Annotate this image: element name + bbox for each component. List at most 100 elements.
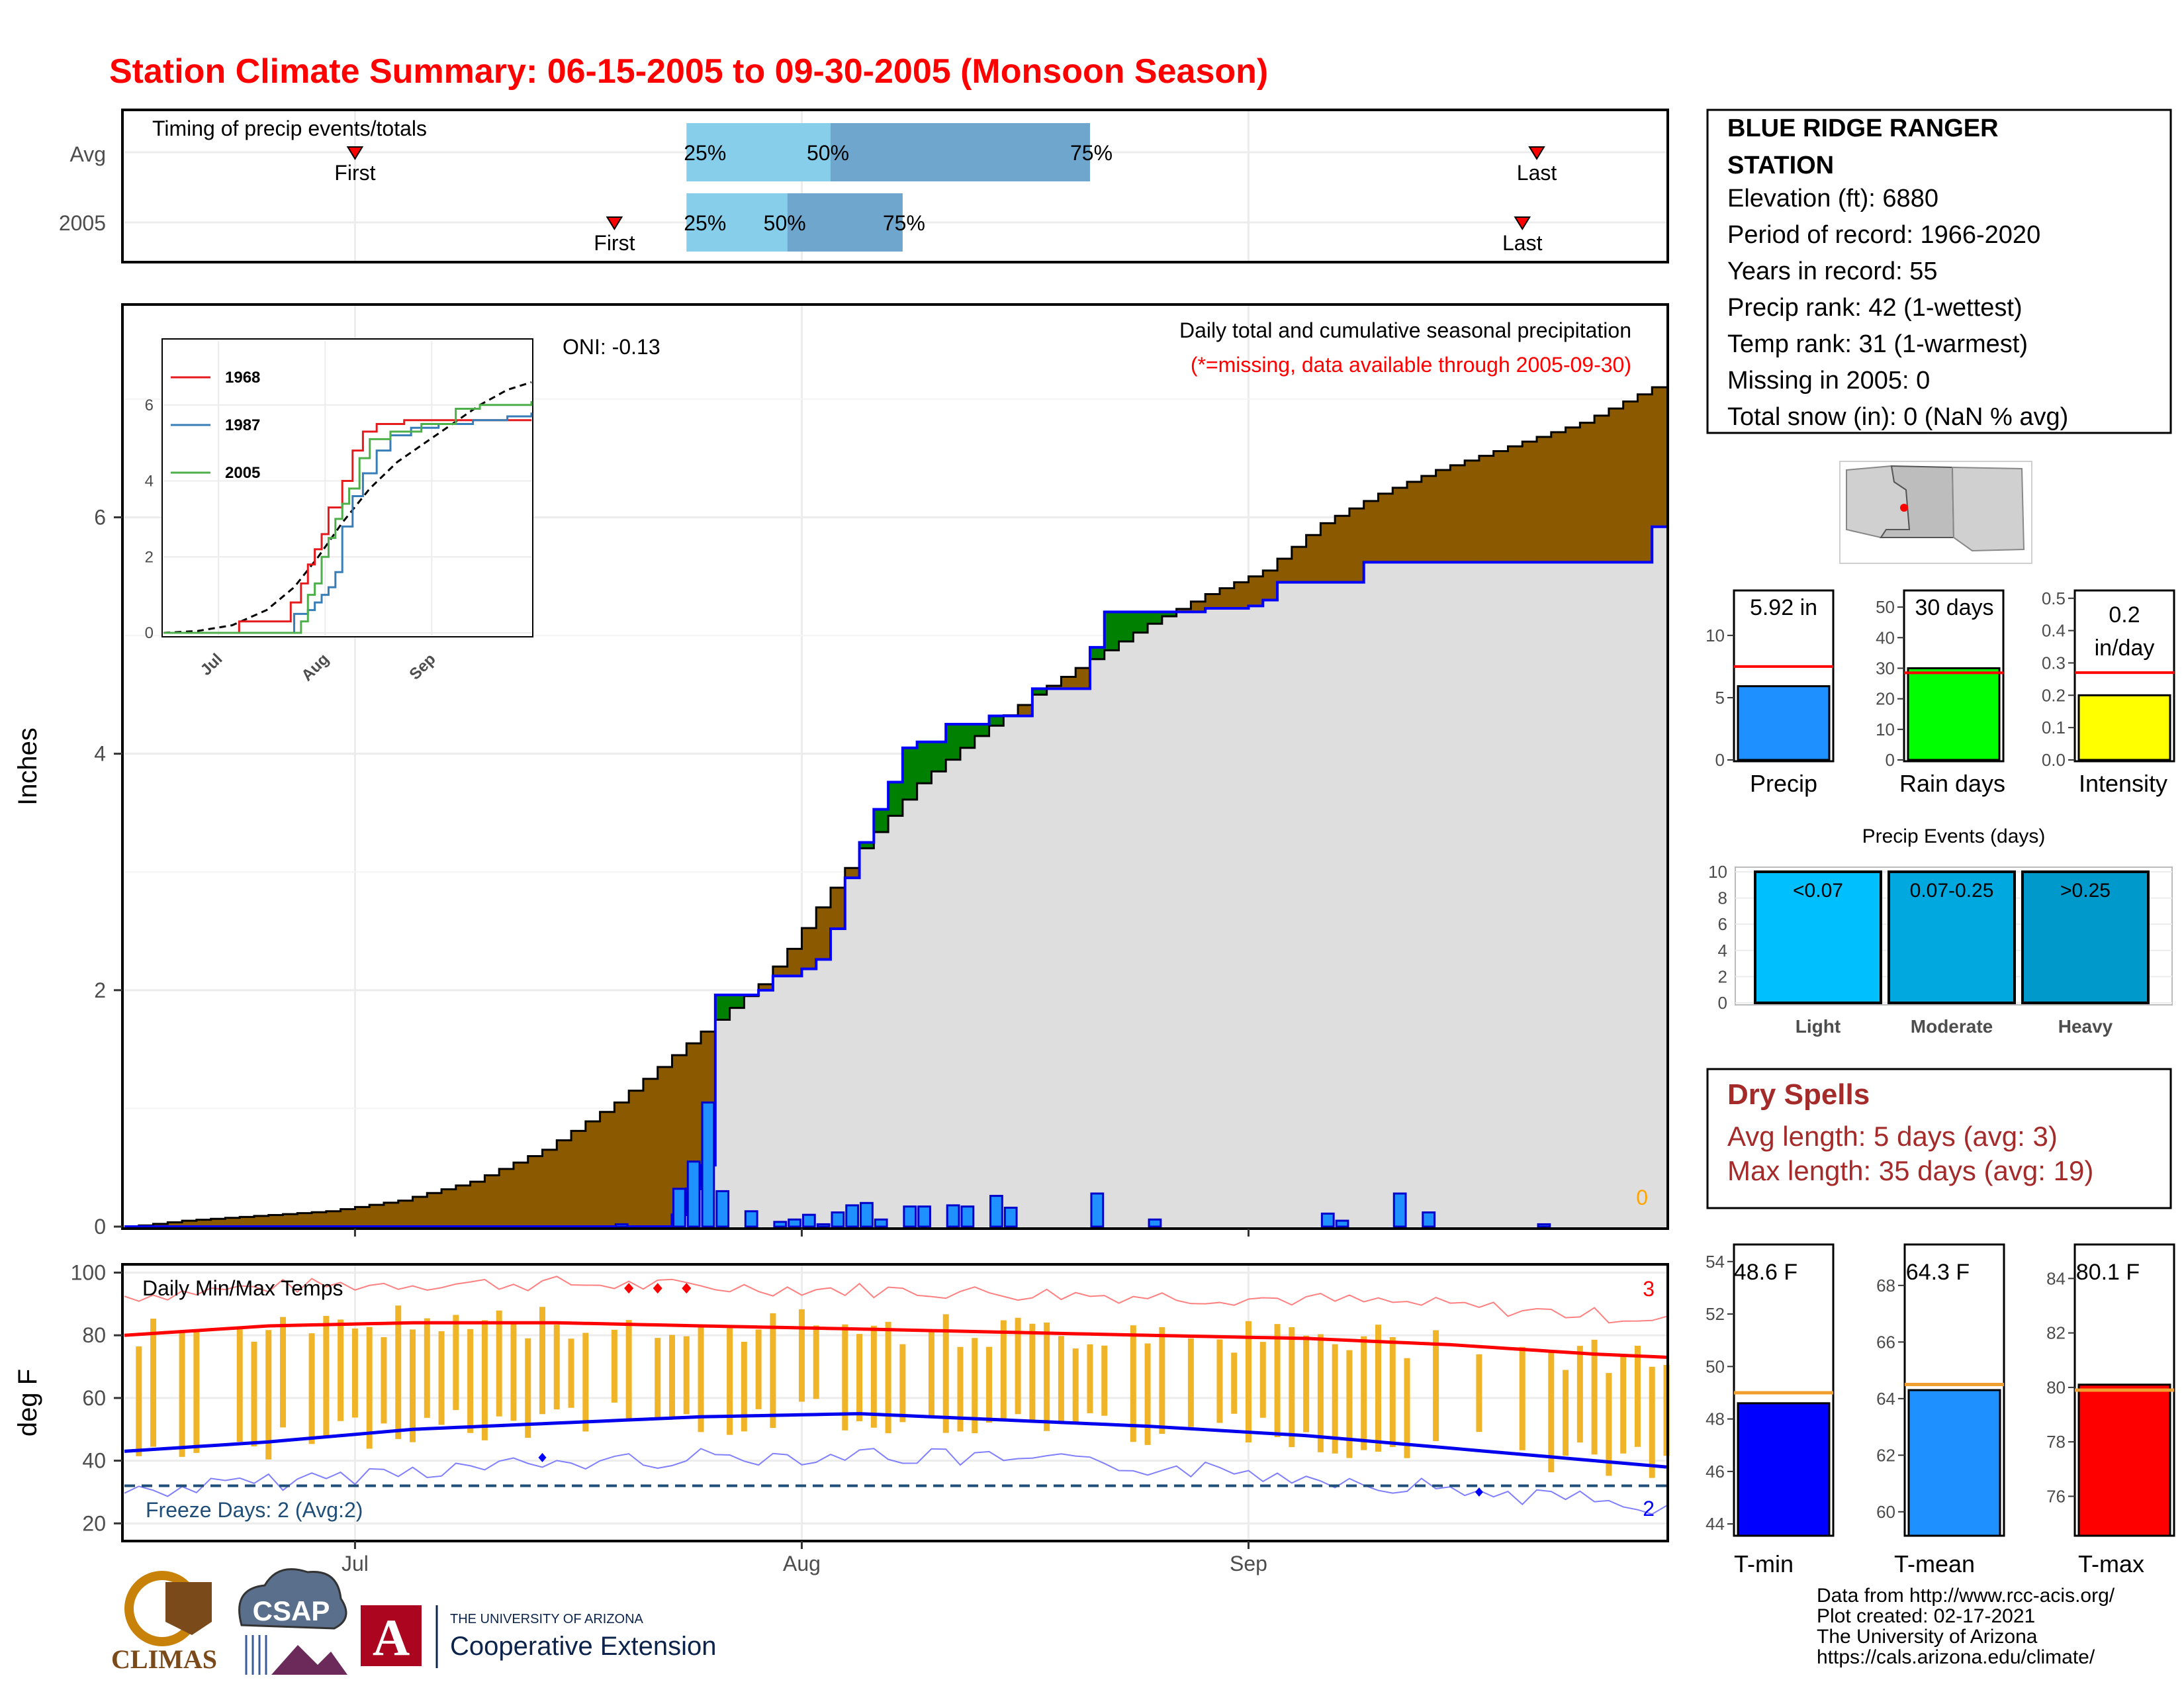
deficit-bin — [1018, 704, 1033, 716]
daily-precip-bar — [1003, 1206, 1018, 1228]
daily-precip-bar — [917, 1205, 931, 1228]
tmin-bar — [1737, 1402, 1831, 1537]
deficit-bin — [831, 888, 846, 929]
last-label: Last — [1502, 231, 1543, 255]
first-marker-icon — [606, 216, 623, 230]
deficit-bin — [484, 1175, 500, 1227]
precip-daily-bars — [614, 1101, 1551, 1228]
cumulative-base-bin — [1263, 600, 1278, 1227]
deficit-bin — [1263, 570, 1278, 600]
cumulative-base-bin — [1161, 616, 1177, 1227]
cumulative-base-bin — [1104, 650, 1120, 1227]
precip-stat-ytick: 10 — [1706, 626, 1725, 645]
ua-small-text: THE UNIVERSITY OF ARIZONA — [450, 1612, 644, 1626]
precip-frame — [121, 303, 1669, 1230]
cumulative-base-bin — [974, 735, 990, 1227]
station-years: Years in record: 55 — [1727, 258, 1938, 285]
tmean-ytick: 62 — [1876, 1445, 1895, 1465]
stat-labels: Precip Rain days Intensity 5.92 in 30 da… — [1750, 595, 2167, 797]
tmax-ytick: 76 — [2046, 1486, 2066, 1506]
rain-stat-ytick: 40 — [1876, 628, 1895, 647]
deficit-bin — [585, 1121, 601, 1227]
tmin-ytick: 50 — [1706, 1356, 1725, 1376]
inset-frame — [161, 338, 533, 637]
surplus-bin — [989, 716, 1004, 726]
timing-label-25: 25% — [684, 211, 726, 235]
deficit-bin — [1291, 547, 1307, 583]
cumulative-base-bin — [902, 799, 918, 1227]
timing-label-75: 75% — [1070, 141, 1113, 165]
surplus-bin — [946, 724, 961, 760]
cumulative-base-bin — [989, 726, 1004, 1227]
cumulative-base-bin — [946, 759, 961, 1227]
deficit-bin — [1205, 594, 1220, 608]
surplus-bin — [902, 747, 918, 800]
deficit-bin — [1652, 387, 1667, 527]
daily-precip-bar — [831, 1211, 845, 1228]
tmax-bar — [2077, 1383, 2171, 1537]
deficit-bin — [210, 1219, 226, 1227]
deficit-bin — [196, 1219, 212, 1227]
station-period: Period of record: 1966-2020 — [1727, 221, 2040, 249]
deficit-bin — [253, 1215, 269, 1227]
deficit-bin — [455, 1185, 471, 1227]
cumulative-base-bin — [801, 968, 817, 1227]
inset-series-line-1968 — [163, 419, 531, 634]
tmin-ytick: 48 — [1706, 1409, 1725, 1429]
deficit-bin — [1363, 500, 1379, 563]
ua-a-letter: A — [373, 1609, 410, 1666]
events-bars: 0 2 4 6 8 10 <0.07 Light 0.07-0.25 Moderate >0.25 H… — [1708, 862, 2173, 1037]
precip-y-axis: 0 2 4 6 — [94, 505, 122, 1239]
cumulative-base-bin — [917, 783, 932, 1227]
surplus-bin — [1161, 612, 1177, 617]
deficit-bin — [758, 984, 774, 990]
deficit-bin — [1392, 487, 1408, 563]
cumulative-base-bin — [1421, 562, 1437, 1227]
deficit-bin — [326, 1211, 341, 1227]
precip-stat-value: 5.92 in — [1750, 595, 1817, 620]
rain-days-stat-label: Rain days — [1899, 770, 2005, 797]
intensity-stat-ytick: 0.4 — [2042, 621, 2066, 641]
deficit-bin — [657, 1066, 672, 1227]
record-high-line — [124, 1276, 1667, 1324]
surplus-bin — [715, 994, 731, 1020]
events-bar-label: Moderate — [1911, 1016, 1993, 1037]
timing-row-avg: Avg — [69, 142, 106, 166]
cumulative-base-bin — [1623, 562, 1638, 1227]
deficit-bin — [844, 868, 860, 878]
tmax-ytick: 84 — [2046, 1268, 2066, 1288]
deficit-bin — [182, 1221, 197, 1227]
dry-spells: Dry Spells Avg length: 5 days (avg: 3) M… — [1706, 1068, 2172, 1209]
inset-ytick-label: 0 — [145, 624, 154, 642]
cumulative-base-bin — [1191, 612, 1206, 1227]
daily-precip-bar — [701, 1101, 715, 1228]
csap-rain-icon — [245, 1635, 267, 1675]
deficit-bin — [672, 1055, 687, 1215]
month-tick-label: Sep — [1230, 1552, 1267, 1575]
deficit-bin — [513, 1162, 529, 1227]
dry-frame — [1706, 1068, 2172, 1209]
intensity-stat-bar — [2077, 694, 2171, 761]
temp-ytick-label: 40 — [82, 1449, 106, 1473]
cumulative-base-bin — [1291, 582, 1307, 1227]
deficit-bin — [1046, 685, 1062, 689]
deficit-bin — [629, 1090, 644, 1227]
daily-precip-bar — [816, 1223, 831, 1228]
record-low-count: 2 — [1643, 1497, 1655, 1521]
deficit-bin — [167, 1222, 183, 1227]
timing-bars: 25% 50% 75% First Last 25% 50% 75% First Last — [334, 123, 1557, 255]
csap-text: CSAP — [253, 1595, 330, 1626]
deficit-bin — [153, 1223, 168, 1227]
cumulative-base-bin — [744, 996, 759, 1227]
ua-logo: A THE UNIVERSITY OF ARIZONA Cooperative … — [361, 1605, 716, 1668]
inset-legend-1968: 1968 — [225, 369, 260, 387]
cumulative-base-bin — [1219, 608, 1235, 1227]
timing-label-50: 50% — [807, 141, 849, 165]
daily-precip-bar — [860, 1201, 874, 1228]
temp-frame — [121, 1263, 1669, 1542]
deficit-bin — [412, 1196, 428, 1227]
cumulative-base-bin — [1608, 562, 1624, 1227]
daily-precip-bar — [1392, 1192, 1407, 1228]
deficit-bin — [686, 1043, 702, 1189]
cumulative-base-bin — [1508, 562, 1523, 1227]
